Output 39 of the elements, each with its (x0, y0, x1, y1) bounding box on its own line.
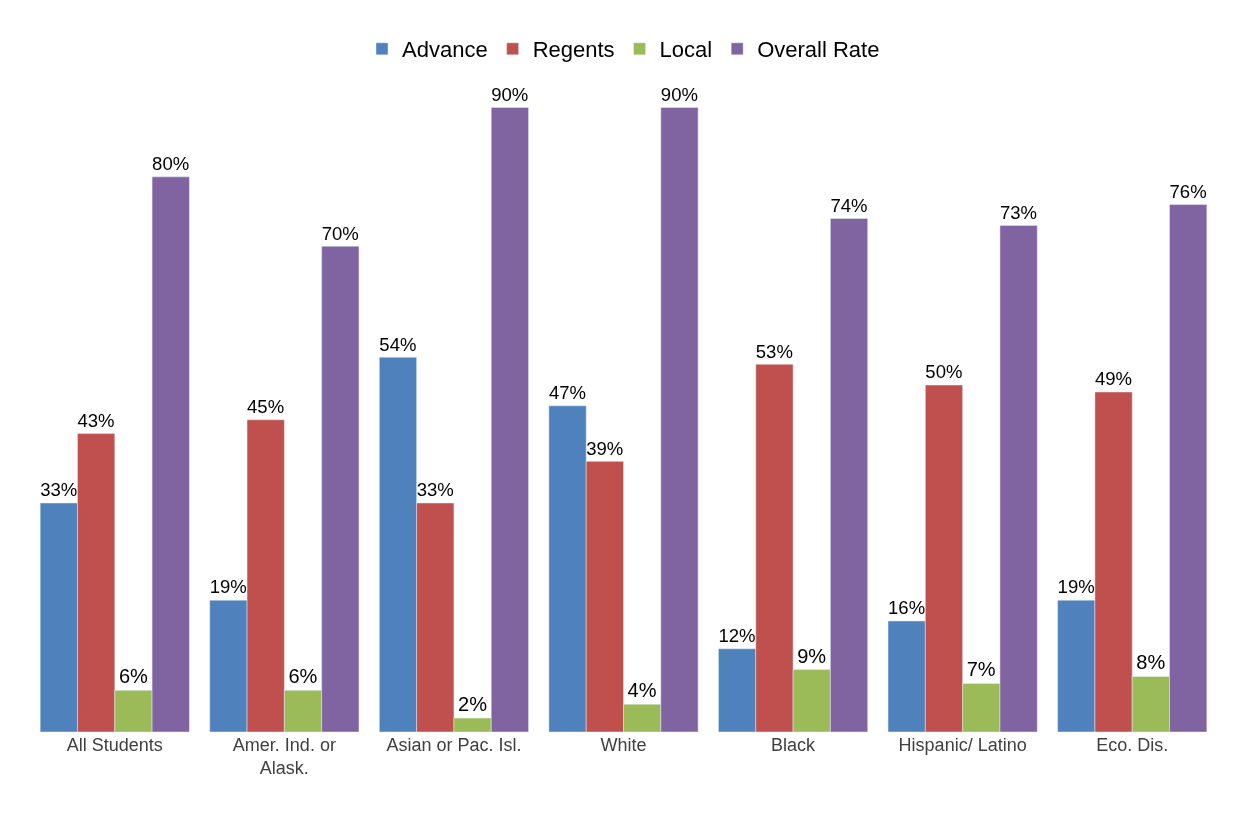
data-label: 33% (40, 479, 78, 501)
x-tick-label: Amer. Ind. or Alask. (232, 735, 336, 779)
data-label: 4% (627, 679, 657, 702)
data-label: 49% (1094, 368, 1132, 390)
data-label: 39% (586, 437, 624, 459)
data-label: 9% (797, 644, 827, 667)
x-tick-label: Black (771, 735, 817, 755)
data-label: 70% (321, 222, 359, 244)
data-label: 16% (888, 597, 926, 619)
data-label: 2% (458, 693, 488, 716)
x-tick-label: White (600, 735, 647, 755)
data-label: 19% (1057, 576, 1095, 598)
legend-label: Local (659, 37, 713, 63)
x-tick-label: All Students (66, 735, 163, 755)
data-label: 33% (416, 479, 454, 501)
x-tick-label: Asian or Pac. Isl. (386, 735, 522, 755)
data-label: 54% (379, 333, 417, 355)
data-label: 7% (966, 658, 996, 681)
data-label: 53% (755, 340, 793, 362)
data-label: 6% (288, 665, 318, 688)
data-label: 80% (152, 153, 190, 175)
data-label: 50% (925, 361, 963, 383)
data-label: 19% (209, 576, 247, 598)
data-label: 12% (718, 625, 756, 647)
data-label: 43% (77, 409, 115, 431)
data-label: 45% (247, 396, 285, 418)
legend-label: Regents (532, 37, 615, 63)
data-label: 6% (118, 665, 148, 688)
data-label: 73% (999, 201, 1038, 223)
legend-label: Advance (402, 37, 488, 63)
data-label: 74% (830, 194, 868, 216)
legend-label: Overall Rate (757, 37, 880, 63)
x-tick-label: Hispanic/ Latino (898, 735, 1027, 755)
x-tick-label: Eco. Dis. (1096, 735, 1169, 755)
data-label: 8% (1136, 651, 1166, 674)
data-label: 90% (491, 83, 529, 105)
data-label: 90% (660, 83, 698, 105)
data-label: 47% (548, 382, 586, 404)
data-label: 76% (1169, 180, 1207, 202)
